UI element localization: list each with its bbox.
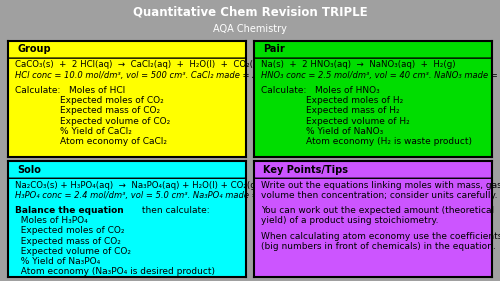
Text: CaCO₃(s)  +  2 HCl(aq)  →  CaCl₂(aq)  +  H₂O(l)  +  CO₂(g): CaCO₃(s) + 2 HCl(aq) → CaCl₂(aq) + H₂O(l… <box>14 60 262 69</box>
Text: Quantitative Chem Revision TRIPLE: Quantitative Chem Revision TRIPLE <box>132 6 368 19</box>
Text: Expected mass of H₂: Expected mass of H₂ <box>306 106 400 115</box>
Text: Expected volume of CO₂: Expected volume of CO₂ <box>60 117 170 126</box>
Text: Pair: Pair <box>264 44 285 55</box>
Text: Calculate:   Moles of HCl: Calculate: Moles of HCl <box>14 86 125 95</box>
Text: Moles of H₃PO₄: Moles of H₃PO₄ <box>14 216 88 225</box>
Text: You can work out the expected amount (theoretical: You can work out the expected amount (th… <box>261 206 494 215</box>
Text: Expected mass of CO₂: Expected mass of CO₂ <box>14 237 120 246</box>
Text: Expected moles of CO₂: Expected moles of CO₂ <box>14 226 124 235</box>
Text: % Yield of Na₃PO₄: % Yield of Na₃PO₄ <box>14 257 100 266</box>
Text: When calculating atom economy use the coefficients: When calculating atom economy use the co… <box>261 232 500 241</box>
FancyBboxPatch shape <box>8 41 246 58</box>
Text: HCl conc = 10.0 mol/dm³, vol = 500 cm³. CaCl₂ made = 200 g: HCl conc = 10.0 mol/dm³, vol = 500 cm³. … <box>14 71 276 80</box>
Text: volume then concentration; consider units carefully.: volume then concentration; consider unit… <box>261 191 498 200</box>
FancyBboxPatch shape <box>8 161 246 178</box>
Text: Expected moles of CO₂: Expected moles of CO₂ <box>60 96 164 105</box>
Text: Key Points/Tips: Key Points/Tips <box>264 165 348 175</box>
Text: HNO₃ conc = 2.5 mol/dm³, vol = 40 cm³. NaNO₃ made = 4.0 g: HNO₃ conc = 2.5 mol/dm³, vol = 40 cm³. N… <box>261 71 500 80</box>
Text: % Yield of CaCl₂: % Yield of CaCl₂ <box>60 127 132 136</box>
Text: yield) of a product using stoichiometry.: yield) of a product using stoichiometry. <box>261 216 438 225</box>
Text: Group: Group <box>17 44 50 55</box>
Text: % Yield of NaNO₃: % Yield of NaNO₃ <box>306 127 384 136</box>
Text: (big numbers in front of chemicals) in the equation.: (big numbers in front of chemicals) in t… <box>261 242 496 251</box>
Text: H₃PO₄ conc = 2.4 mol/dm³, vol = 5.0 cm³. Na₃PO₄ made = 1.24 g: H₃PO₄ conc = 2.4 mol/dm³, vol = 5.0 cm³.… <box>14 191 287 200</box>
Text: Calculate:   Moles of HNO₃: Calculate: Moles of HNO₃ <box>261 86 380 95</box>
Text: Balance the equation: Balance the equation <box>14 206 124 215</box>
Text: Na₂CO₃(s) + H₃PO₄(aq)  →  Na₃PO₄(aq) + H₂O(l) + CO₂(g): Na₂CO₃(s) + H₃PO₄(aq) → Na₃PO₄(aq) + H₂O… <box>14 181 258 190</box>
FancyBboxPatch shape <box>254 41 492 58</box>
Text: Atom economy of CaCl₂: Atom economy of CaCl₂ <box>60 137 167 146</box>
Text: Expected volume of CO₂: Expected volume of CO₂ <box>14 247 130 256</box>
Text: Expected mass of CO₂: Expected mass of CO₂ <box>60 106 160 115</box>
Text: Expected moles of H₂: Expected moles of H₂ <box>306 96 404 105</box>
Text: Expected volume of H₂: Expected volume of H₂ <box>306 117 410 126</box>
Text: then calculate:: then calculate: <box>139 206 210 215</box>
Text: Solo: Solo <box>17 165 41 175</box>
Text: Na(s)  +  2 HNO₃(aq)  →  NaNO₃(aq)  +  H₂(g): Na(s) + 2 HNO₃(aq) → NaNO₃(aq) + H₂(g) <box>261 60 456 69</box>
Text: Write out the equations linking moles with mass, gas: Write out the equations linking moles wi… <box>261 181 500 190</box>
Text: AQA Chemistry: AQA Chemistry <box>213 24 287 34</box>
Text: Atom economy (H₂ is waste product): Atom economy (H₂ is waste product) <box>306 137 472 146</box>
FancyBboxPatch shape <box>254 161 492 178</box>
Text: Atom economy (Na₃PO₄ is desired product): Atom economy (Na₃PO₄ is desired product) <box>14 267 214 276</box>
